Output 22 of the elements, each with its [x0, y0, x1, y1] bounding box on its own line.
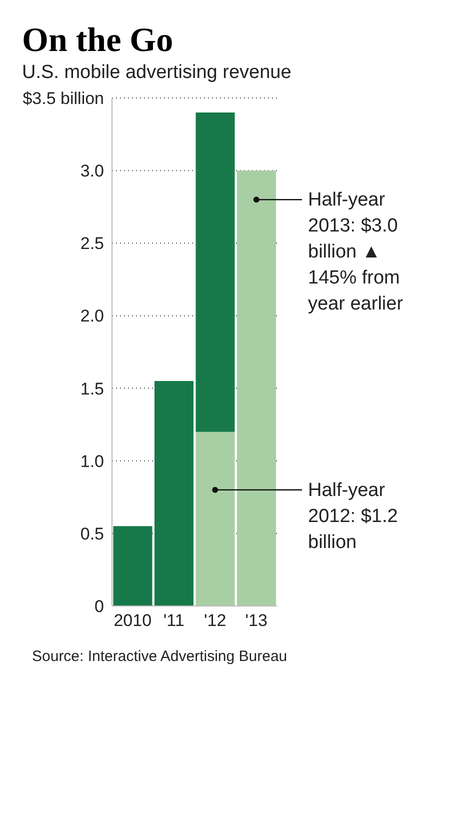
y-tick-label: 3.0: [80, 162, 104, 181]
chart-subtitle: U.S. mobile advertising revenue: [21, 61, 292, 84]
y-tick-label: 0: [94, 597, 104, 616]
bar: [196, 432, 235, 606]
x-tick-label: '11: [163, 611, 184, 630]
annotation: Half-year 2013: $3.0 billion ▲ 145% from year earlier: [308, 190, 404, 315]
bar: [196, 112, 235, 432]
bar: [154, 381, 194, 606]
source-note: Source: Interactive Advertising Bureau: [31, 647, 288, 665]
y-tick-label: 0.5: [80, 524, 104, 544]
x-tick-label: '12: [204, 611, 226, 630]
y-tick-label: 2.0: [80, 306, 104, 326]
y-tick-label: 2.5: [80, 234, 104, 254]
bar: [236, 170, 276, 606]
y-tick-label: 1.0: [80, 452, 104, 471]
annotation: Half-year 2012: $1.2 billion: [308, 480, 398, 553]
y-tick-label: $3.5 billion: [22, 89, 104, 108]
x-tick-label: '13: [245, 611, 268, 630]
x-tick-label: 2010: [114, 611, 152, 630]
chart-title: On the Go: [21, 21, 174, 60]
bar: [113, 526, 152, 606]
y-tick-label: 1.5: [80, 379, 104, 398]
